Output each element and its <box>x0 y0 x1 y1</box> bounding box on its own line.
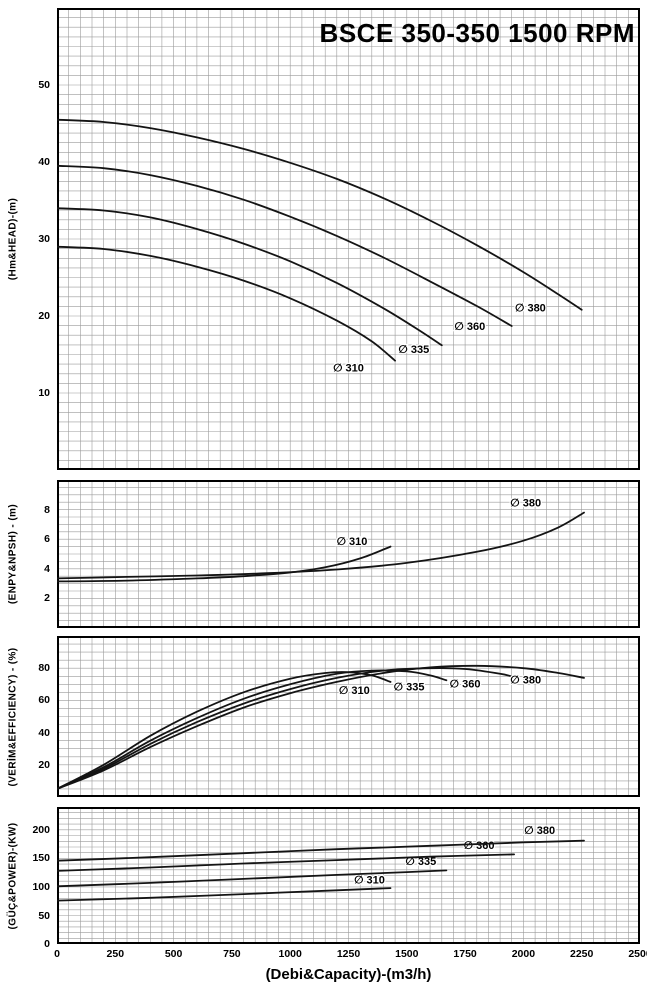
x-tick: 250 <box>106 948 125 960</box>
head-y-tick: 30 <box>38 233 50 245</box>
power-y-tick: 200 <box>32 823 50 836</box>
efficiency-y-tick: 40 <box>38 726 50 739</box>
head-y-tick: 10 <box>38 387 50 399</box>
head-curve-∅ 360 <box>57 164 513 327</box>
grid-lines <box>57 8 640 470</box>
panel-border <box>57 636 640 797</box>
head-curve-label-∅ 310: ∅ 310 <box>333 362 364 374</box>
x-tick: 1250 <box>336 948 361 960</box>
head-curve-∅ 380 <box>57 118 583 311</box>
efficiency-curve-label-∅ 380: ∅ 380 <box>510 675 541 687</box>
npsh-panel: (ENPY&NPSH) - (m) 2 4 6 8 ∅ 310 ∅ 380 <box>0 480 647 628</box>
chart-title: BSCE 350-350 1500 RPM <box>319 18 635 48</box>
efficiency-curve-∅ 380 <box>57 664 585 790</box>
npsh-y-tick: 2 <box>44 592 50 605</box>
head-y-tick: 40 <box>38 156 50 168</box>
chart-panels: (Hm&HEAD)-(m) 10 20 30 40 50 ∅ 310 ∅ 335 ∅ 360 ∅ … <box>0 8 647 950</box>
head-y-tick: 20 <box>38 310 50 322</box>
head-curve-label-∅ 360: ∅ 360 <box>454 321 485 333</box>
efficiency-curve-label-∅ 360: ∅ 360 <box>450 679 481 691</box>
power-y-tick: 0 <box>44 938 50 950</box>
x-tick: 750 <box>223 948 241 960</box>
power-curve-label-∅ 380: ∅ 380 <box>524 825 555 837</box>
power-y-tick: 50 <box>38 909 50 922</box>
power-y-tick: 150 <box>32 852 50 865</box>
power-y-tick: 100 <box>32 880 50 893</box>
power-curve-label-∅ 310: ∅ 310 <box>354 875 385 887</box>
head-plot-area: ∅ 310 ∅ 335 ∅ 360 ∅ 380 <box>57 8 640 470</box>
npsh-plot-area: ∅ 310 ∅ 380 <box>57 480 640 628</box>
grid-lines <box>57 807 640 944</box>
x-axis-label: (Debi&Capacity)-(m3/h) <box>265 966 432 983</box>
efficiency-plot-area: ∅ 310 ∅ 335 ∅ 360 ∅ 380 <box>57 636 640 797</box>
npsh-y-tick: 8 <box>44 503 50 516</box>
panel-border <box>57 8 640 470</box>
grid-lines <box>57 636 640 797</box>
efficiency-y-tick: 80 <box>38 662 50 675</box>
npsh-y-axis-label: (ENPY&NPSH) - (m) <box>7 503 19 605</box>
power-curve-∅ 380 <box>57 839 585 862</box>
x-tick: 2250 <box>570 948 594 960</box>
head-curve-∅ 335 <box>57 207 443 347</box>
power-plot-area: ∅ 310 ∅ 335 ∅ 360 ∅ 380 <box>57 807 640 944</box>
x-tick: 1750 <box>453 948 477 960</box>
panel-border <box>57 480 640 628</box>
grid-lines <box>57 480 640 628</box>
head-curve-label-∅ 380: ∅ 380 <box>515 302 546 314</box>
efficiency-curve-label-∅ 335: ∅ 335 <box>394 682 425 694</box>
npsh-curve-∅ 310 <box>57 545 392 583</box>
x-axis-ticks: 0 250 500 750 1000 1250 1500 1750 2000 2250 2500 <box>0 948 647 962</box>
head-panel: (Hm&HEAD)-(m) 10 20 30 40 50 ∅ 310 ∅ 335 ∅ 360 ∅ … <box>0 8 647 470</box>
efficiency-curve-label-∅ 310: ∅ 310 <box>339 685 370 697</box>
x-tick: 500 <box>164 948 183 960</box>
efficiency-curve-∅ 360 <box>57 667 515 790</box>
npsh-y-tick: 4 <box>44 562 50 575</box>
head-curve-∅ 310 <box>57 245 396 362</box>
npsh-y-tick: 6 <box>44 533 50 546</box>
npsh-curve-label-∅ 310: ∅ 310 <box>337 536 368 548</box>
x-tick: 1500 <box>395 948 419 960</box>
power-curve-∅ 360 <box>57 853 515 872</box>
power-panel: (GÜÇ&POWER)-(KW) 0 50 100 150 200 ∅ 310 ∅ 335 ∅ … <box>0 807 647 950</box>
panel-border <box>57 807 640 944</box>
efficiency-panel: (VERİM&EFFICIENCY) - (%) 20 40 60 80 ∅ 310 ∅ 3… <box>0 636 647 797</box>
power-curve-∅ 335 <box>57 869 448 888</box>
npsh-curve-label-∅ 380: ∅ 380 <box>510 498 541 510</box>
power-curve-label-∅ 335: ∅ 335 <box>405 856 436 868</box>
efficiency-curve-∅ 335 <box>57 669 448 790</box>
head-y-tick: 50 <box>38 79 50 91</box>
x-tick: 2000 <box>511 948 536 960</box>
power-curve-label-∅ 360: ∅ 360 <box>464 840 495 852</box>
head-curve-label-∅ 335: ∅ 335 <box>398 344 429 356</box>
x-tick: 1000 <box>278 948 302 960</box>
npsh-curve-∅ 380 <box>57 511 585 580</box>
efficiency-y-tick: 60 <box>38 694 50 707</box>
x-tick: 2500 <box>628 948 647 960</box>
power-curve-∅ 310 <box>57 887 392 902</box>
x-tick: 0 <box>54 948 60 960</box>
efficiency-y-tick: 20 <box>38 758 50 771</box>
